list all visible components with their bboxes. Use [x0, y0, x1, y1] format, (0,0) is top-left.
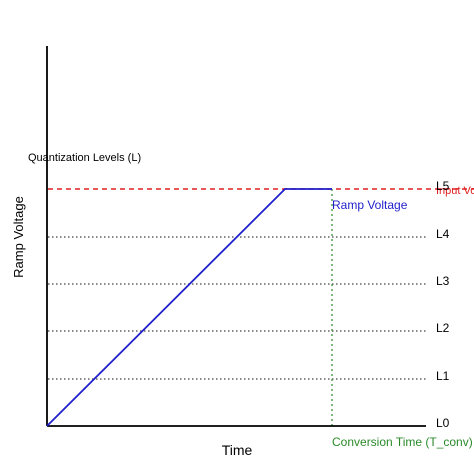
level-label-l4: L4 [436, 227, 450, 241]
ramp-voltage-label: Ramp Voltage [332, 198, 408, 212]
x-axis-label: Time [222, 442, 253, 458]
input-voltage-label: Input Vo [436, 185, 474, 197]
level-label-l1: L1 [436, 369, 450, 383]
level-label-l5: L5 [436, 179, 450, 193]
levels-title: Quantization Levels (L) [28, 152, 141, 164]
level-label-l2: L2 [436, 321, 450, 335]
ramp-voltage-line [46, 188, 332, 427]
conversion-time-label: Conversion Time (T_conv) [332, 435, 473, 449]
level-label-l0: L0 [436, 416, 450, 430]
level-label-l3: L3 [436, 274, 450, 288]
y-axis-label: Ramp Voltage [11, 196, 26, 278]
